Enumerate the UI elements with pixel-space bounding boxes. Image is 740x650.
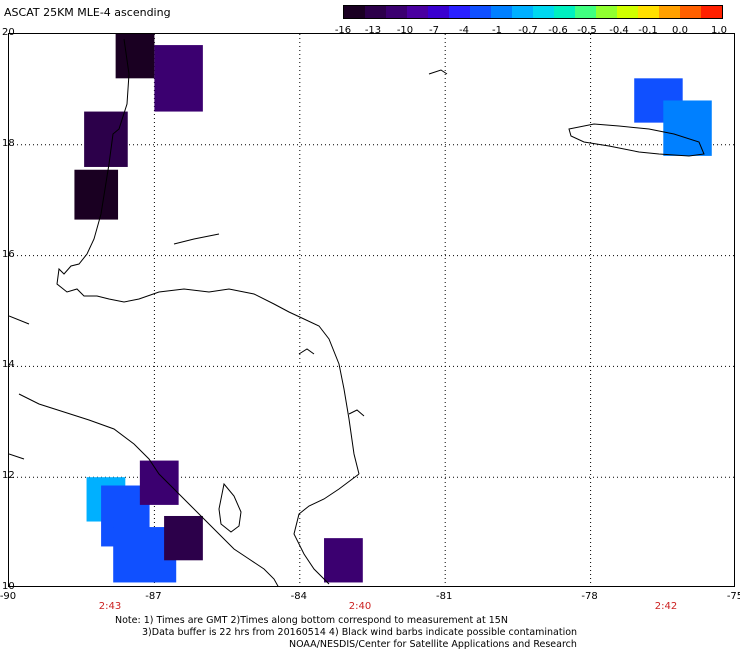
wind-data-cells <box>74 34 712 583</box>
wind-cell <box>84 111 128 167</box>
color-scale-tick-label: -16 <box>334 25 352 36</box>
longitude-label: -90 <box>0 591 17 602</box>
pass-time-label: 2:43 <box>98 601 122 612</box>
latitude-label: 18 <box>2 137 15 149</box>
color-scale-tick-label: -13 <box>364 25 382 36</box>
color-scale-tick-label: -0.6 <box>548 25 568 36</box>
latitude-label: 16 <box>2 248 15 260</box>
color-swatch <box>428 6 449 18</box>
color-scale-tick-label: -0.5 <box>577 25 597 36</box>
longitude-label: -87 <box>145 591 162 602</box>
color-scale-tick-label: -0.7 <box>518 25 538 36</box>
wind-cell <box>164 515 203 561</box>
color-swatch <box>365 6 386 18</box>
note-line-1: Note: 1) Times are GMT 2)Times along bot… <box>115 615 508 626</box>
coastline <box>9 38 705 586</box>
wind-cell <box>154 45 203 112</box>
color-swatch <box>617 6 638 18</box>
color-swatch <box>680 6 701 18</box>
color-scale-tick-label: -1 <box>492 25 502 36</box>
color-swatch <box>491 6 512 18</box>
color-scale-tick-label: -7 <box>429 25 439 36</box>
color-scale-bar <box>343 5 723 19</box>
map-title: ASCAT 25KM MLE-4 ascending <box>4 6 171 19</box>
color-swatch <box>344 6 365 18</box>
color-swatch <box>470 6 491 18</box>
wind-cell <box>139 460 179 505</box>
pass-time-label: 2:40 <box>348 601 372 612</box>
color-scale-ticks: -16 -13 -10 -7 -4 -1 -0.7 -0.6 -0.5 -0.4 -0.1 0.0 1.… <box>325 25 740 39</box>
map-canvas <box>9 34 734 586</box>
color-swatch <box>533 6 554 18</box>
color-swatch <box>512 6 533 18</box>
color-scale-tick-label: -0.4 <box>609 25 629 36</box>
wind-cell <box>74 169 119 220</box>
latitude-label: 14 <box>2 359 15 371</box>
color-swatch <box>386 6 407 18</box>
map-panel <box>8 33 735 587</box>
note-line-3: NOAA/NESDIS/Center for Satellite Applica… <box>289 639 577 650</box>
wind-cell <box>663 100 712 156</box>
longitude-label: -78 <box>581 591 598 602</box>
color-scale-tick-label: -0.1 <box>638 25 658 36</box>
color-swatch <box>575 6 596 18</box>
color-scale-tick-label: 0.0 <box>672 25 688 36</box>
pass-time-label: 2:42 <box>654 601 678 612</box>
longitude-label: -84 <box>290 591 307 602</box>
wind-cell <box>324 538 363 583</box>
longitude-label: -75 <box>726 591 740 602</box>
longitude-label: -81 <box>436 591 453 602</box>
color-swatch <box>449 6 470 18</box>
color-swatch <box>701 6 722 18</box>
note-line-2: 3)Data buffer is 22 hrs from 20160514 4)… <box>142 627 578 638</box>
color-swatch <box>554 6 575 18</box>
wind-cell <box>115 34 155 79</box>
color-scale-tick-label: 1.0 <box>711 25 727 36</box>
color-swatch <box>407 6 428 18</box>
graticule <box>9 34 734 586</box>
latitude-label: 10 <box>2 581 15 592</box>
color-swatch <box>638 6 659 18</box>
color-swatch <box>659 6 680 18</box>
color-scale-tick-label: -4 <box>459 25 469 36</box>
color-swatch <box>596 6 617 18</box>
latitude-label: 20 <box>2 27 15 38</box>
latitude-label: 12 <box>2 470 15 482</box>
color-scale-tick-label: -10 <box>396 25 414 36</box>
